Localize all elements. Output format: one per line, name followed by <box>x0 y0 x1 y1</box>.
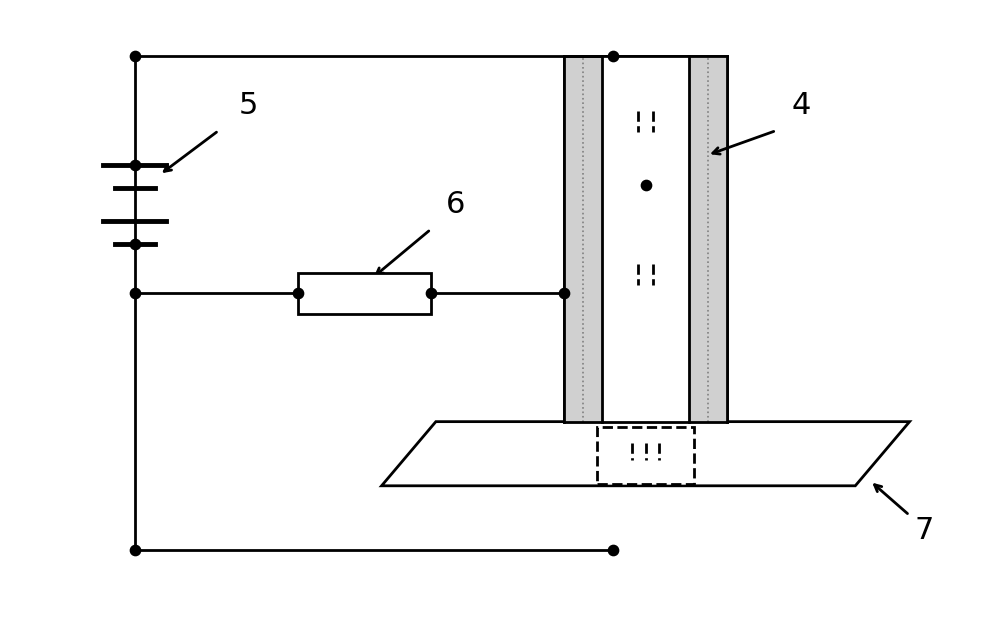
Bar <box>564 57 602 422</box>
Text: 7: 7 <box>915 516 934 545</box>
Bar <box>597 427 694 484</box>
Point <box>127 52 143 62</box>
Text: 4: 4 <box>791 91 811 121</box>
Bar <box>602 57 689 422</box>
Polygon shape <box>382 422 910 486</box>
Bar <box>298 272 431 314</box>
Point <box>605 545 621 555</box>
Bar <box>689 57 727 422</box>
Point <box>127 545 143 555</box>
Point <box>423 288 439 299</box>
Text: 5: 5 <box>239 91 258 121</box>
Point <box>290 288 306 299</box>
Point <box>127 160 143 170</box>
Point <box>127 239 143 249</box>
Point <box>556 288 572 299</box>
Text: 6: 6 <box>446 190 465 219</box>
Point <box>605 52 621 62</box>
Point <box>127 288 143 299</box>
Bar <box>564 57 727 422</box>
Point <box>638 180 654 190</box>
